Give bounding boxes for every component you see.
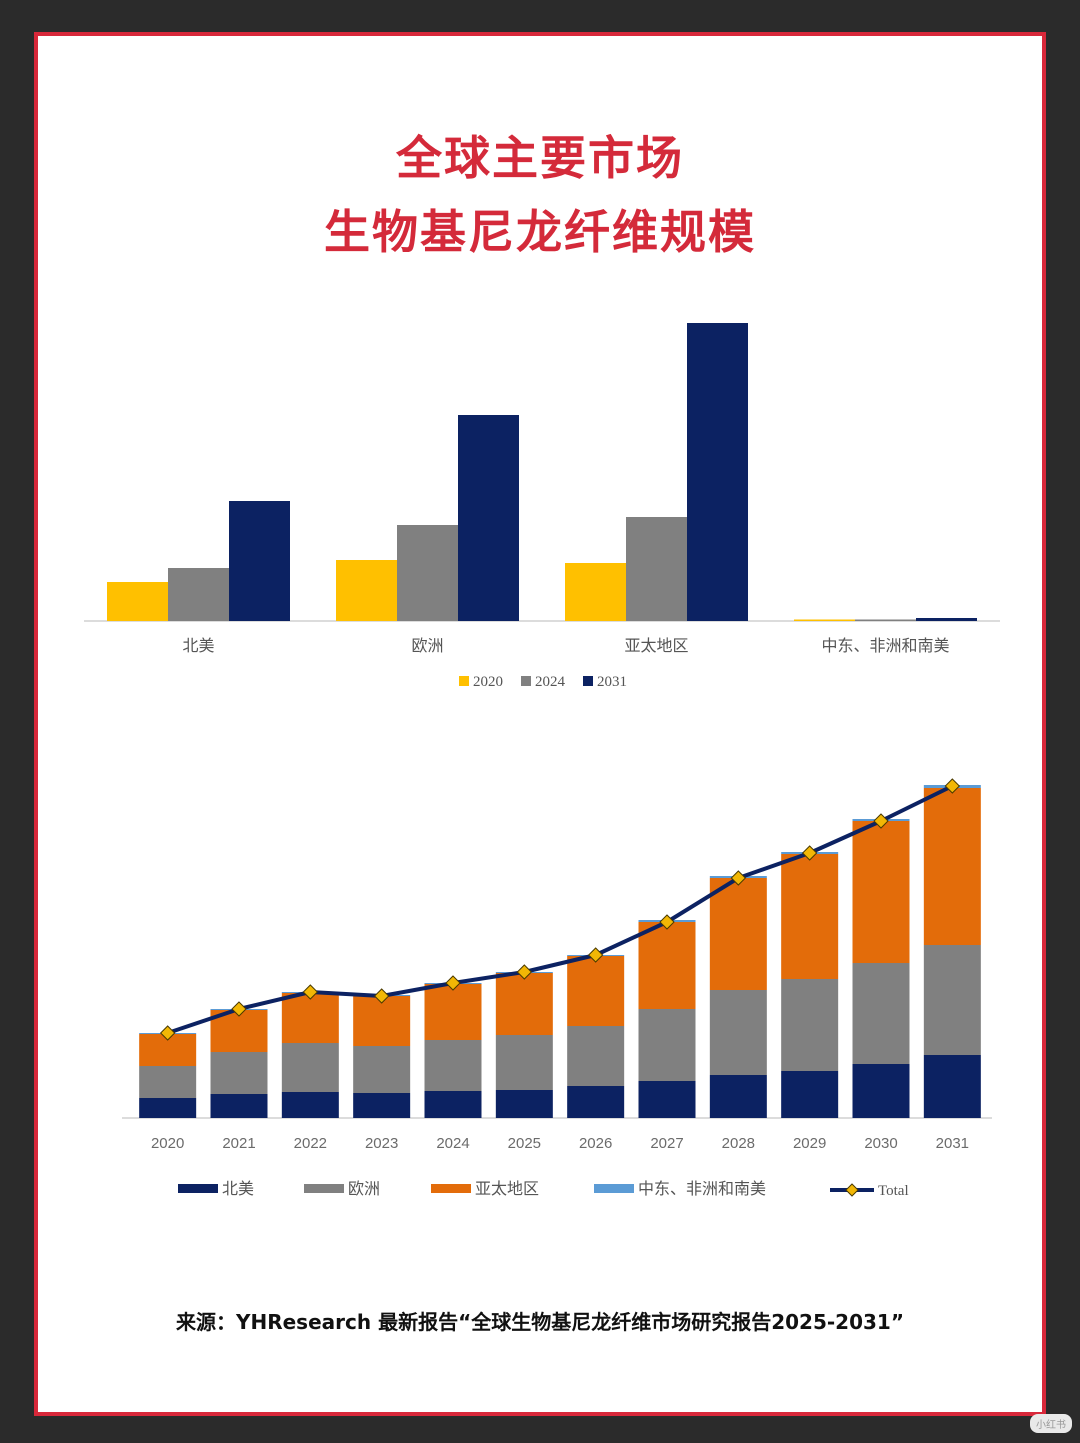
bar-2020-3 [794, 619, 855, 621]
title-line-1: 全球主要市场 [396, 131, 684, 185]
stack-0-2028 [709, 1075, 767, 1118]
legend2-swatch-1 [304, 1184, 344, 1193]
stack-2-2030 [852, 821, 910, 963]
regional-bar-chart: 北美 欧洲 亚太地区 中东、非洲和南美 2020 2024 2031 [84, 323, 1000, 690]
total-marker-2021 [231, 1001, 247, 1017]
x-tick-year-2027: 2027 [650, 1135, 683, 1152]
poster-frame: 全球主要市场 生物基尼龙纤维规模 北美 欧洲 亚太地区 中东、非洲和南美 2020 202… [34, 32, 1046, 1416]
total-marker-2030 [873, 813, 889, 829]
total-marker-2027 [659, 914, 675, 930]
x-tick-year-2022: 2022 [294, 1135, 327, 1152]
total-marker-2031 [944, 778, 961, 794]
stack-0-2031 [923, 1055, 981, 1118]
bar-2031-2 [687, 323, 748, 621]
stack-2-2022 [281, 993, 339, 1043]
total-line [167, 784, 954, 1035]
x-tick-year-2026: 2026 [579, 1135, 612, 1152]
legend2-label-1: 欧洲 [348, 1179, 380, 1198]
stack-0-2020 [139, 1098, 197, 1118]
stack-1-2024 [424, 1040, 482, 1091]
stack-1-2023 [353, 1046, 411, 1093]
x-tick-year-2029: 2029 [793, 1135, 826, 1152]
stack-0-2022 [281, 1092, 339, 1118]
bar-2024-1 [397, 525, 458, 621]
bar-2020-2 [565, 563, 626, 621]
total-marker-2029 [801, 845, 818, 861]
total-marker-2028 [730, 870, 747, 886]
legend-label-2020: 2020 [473, 674, 503, 690]
legend2-label-2: 亚太地区 [475, 1179, 539, 1198]
legend-label-2031: 2031 [597, 674, 627, 690]
legend-swatch-2024 [521, 676, 531, 686]
legend2-label-0: 北美 [222, 1179, 254, 1198]
x-tick-label-3: 中东、非洲和南美 [821, 636, 949, 655]
total-marker-2022 [302, 984, 319, 1000]
x-tick-label-1: 欧洲 [411, 636, 443, 655]
stacked-bar-line-chart: 2020 2021 2022 2023 2024 2025 2026 2027 2028 2029… [122, 778, 992, 1199]
bar-2024-3 [855, 619, 916, 621]
bar-2020-1 [336, 560, 397, 621]
legend-swatch-2020 [459, 676, 469, 686]
stack-0-2026 [567, 1086, 625, 1118]
bar-2031-3 [916, 618, 977, 621]
bar-2024-0 [168, 568, 229, 621]
total-marker-2023 [373, 988, 390, 1004]
stack-1-2027 [638, 1009, 696, 1081]
stack-2-2027 [638, 922, 696, 1009]
stack-1-2030 [852, 963, 910, 1064]
x-tick-year-2024: 2024 [436, 1135, 469, 1152]
bar-2020-0 [107, 582, 168, 621]
title-line-2: 生物基尼龙纤维规模 [324, 205, 756, 259]
stack-1-2021 [210, 1052, 268, 1094]
total-marker-2024 [445, 975, 461, 991]
bar-2031-0 [229, 501, 290, 621]
legend2-label-3: 中东、非洲和南美 [638, 1179, 766, 1198]
stack-2-2029 [781, 854, 839, 979]
x-tick-label-2: 亚太地区 [624, 636, 688, 655]
stack-0-2024 [424, 1091, 482, 1118]
stack-2-2024 [424, 984, 482, 1040]
legend-label-2024: 2024 [535, 674, 566, 690]
stack-1-2028 [709, 990, 767, 1075]
stack-0-2030 [852, 1064, 910, 1118]
source-note: 来源：YHResearch 最新报告“全球生物基尼龙纤维市场研究报告2025-2… [176, 1310, 904, 1334]
stack-2-2026 [567, 956, 625, 1026]
stack-1-2022 [281, 1043, 339, 1092]
x-tick-year-2021: 2021 [222, 1135, 255, 1152]
stack-0-2025 [495, 1090, 553, 1118]
stack-2-2023 [353, 996, 411, 1046]
stack-0-2027 [638, 1081, 696, 1118]
x-tick-year-2031: 2031 [936, 1135, 969, 1152]
stack-2-2031 [923, 788, 981, 945]
x-tick-year-2028: 2028 [722, 1135, 755, 1152]
stack-0-2023 [353, 1093, 411, 1118]
x-tick-year-2025: 2025 [508, 1135, 541, 1152]
stack-2-2028 [709, 878, 767, 990]
stack-1-2031 [923, 945, 981, 1055]
legend2-swatch-0 [178, 1184, 218, 1193]
total-marker-2020 [159, 1025, 176, 1041]
x-tick-year-2023: 2023 [365, 1135, 398, 1152]
legend2-total-label: Total [878, 1183, 909, 1199]
total-marker-2025 [516, 964, 533, 980]
stack-2-2025 [495, 973, 553, 1035]
legend-swatch-2031 [583, 676, 593, 686]
total-marker-2026 [587, 947, 604, 963]
stack-1-2026 [567, 1026, 625, 1086]
x-tick-label-0: 北美 [182, 636, 214, 655]
stack-1-2020 [139, 1066, 197, 1098]
bar-2024-2 [626, 517, 687, 621]
x-tick-year-2030: 2030 [864, 1135, 897, 1152]
x-tick-year-2020: 2020 [151, 1135, 184, 1152]
legend2-total-marker [845, 1183, 859, 1197]
stack-0-2021 [210, 1094, 268, 1118]
stack-1-2025 [495, 1035, 553, 1090]
stack-0-2029 [781, 1071, 839, 1118]
bar-2031-1 [458, 415, 519, 621]
watermark: 小红书 [1030, 1414, 1072, 1433]
stack-1-2029 [781, 979, 839, 1071]
legend2-swatch-3 [594, 1184, 634, 1193]
legend2-swatch-2 [431, 1184, 471, 1193]
